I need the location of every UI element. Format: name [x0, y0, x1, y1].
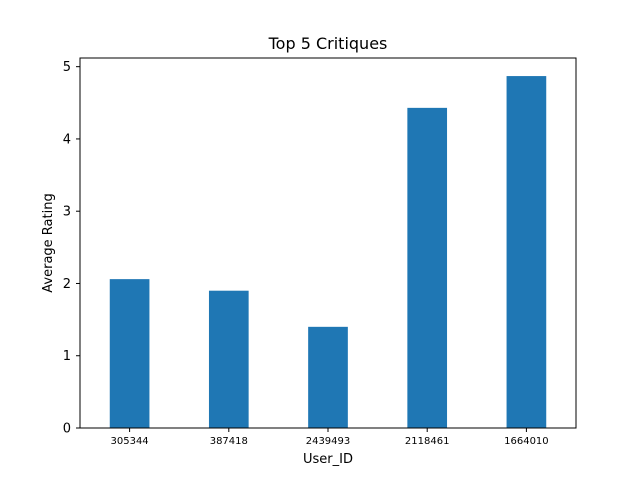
x-tick-label: 2439493	[306, 436, 351, 447]
bar-387418	[208, 290, 249, 428]
plot-frame	[79, 57, 577, 429]
y-tick-label: 4	[63, 132, 71, 147]
x-tick-label: 2118461	[405, 436, 450, 447]
x-axis-ticks: 305344 387418 2439493 2118461 1664010	[111, 428, 549, 447]
y-axis-label: Average Rating	[41, 193, 56, 292]
y-tick-label: 2	[63, 277, 71, 292]
y-axis-ticks: 0 1 2 3 4 5	[63, 60, 80, 437]
x-tick-label: 1664010	[504, 436, 549, 447]
bar-2439493	[308, 326, 348, 428]
bar-1664010	[506, 76, 547, 428]
y-tick-label: 1	[63, 349, 71, 364]
y-tick-label: 5	[63, 60, 71, 75]
chart-title: Top 5 Critiques	[268, 34, 388, 53]
bar-2118461	[407, 107, 448, 429]
y-tick-label: 3	[63, 205, 71, 220]
y-tick-label: 0	[63, 422, 71, 437]
x-axis-label: User_ID	[303, 452, 353, 467]
x-tick-label: 387418	[210, 436, 248, 447]
x-tick-label: 305344	[111, 436, 149, 447]
bar-305344	[109, 279, 150, 428]
bars-group	[109, 76, 547, 429]
